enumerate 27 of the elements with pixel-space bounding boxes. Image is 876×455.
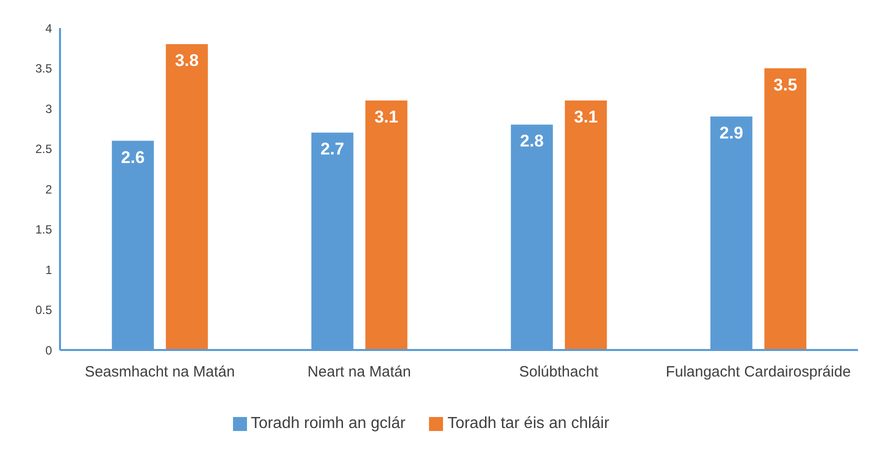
bar [166,44,208,350]
data-label: 2.7 [320,140,344,159]
y-tick-label: 2.5 [35,142,52,156]
y-tick-label: 3.5 [35,62,52,76]
y-tick-label: 3 [45,102,52,116]
legend-label: Toradh roimh an gclár [250,415,406,432]
data-label: 2.6 [121,148,145,167]
data-label: 3.1 [374,108,398,127]
x-tick-label: Solúbthacht [519,364,600,381]
x-tick-label: Neart na Matán [308,364,411,381]
y-tick-label: 2 [45,182,52,196]
data-label: 2.8 [520,132,544,151]
data-label: 3.5 [774,75,798,94]
data-label: 3.1 [574,108,598,127]
y-tick-label: 1.5 [35,222,52,237]
y-tick-label: 0.5 [35,303,52,318]
y-tick-label: 0 [45,343,52,358]
y-tick-label: 4 [45,21,52,36]
data-label: 2.9 [720,124,744,143]
legend-label: Toradh tar éis an chláir [447,415,610,432]
x-tick-label: Seasmhacht na Matán [84,364,235,381]
bar [365,100,408,350]
data-label: 3.8 [175,51,199,70]
x-tick-label: Fulangacht Cardairospráide [666,364,851,381]
bar [764,68,806,350]
y-tick-label: 1 [45,262,52,277]
bar [564,100,607,350]
